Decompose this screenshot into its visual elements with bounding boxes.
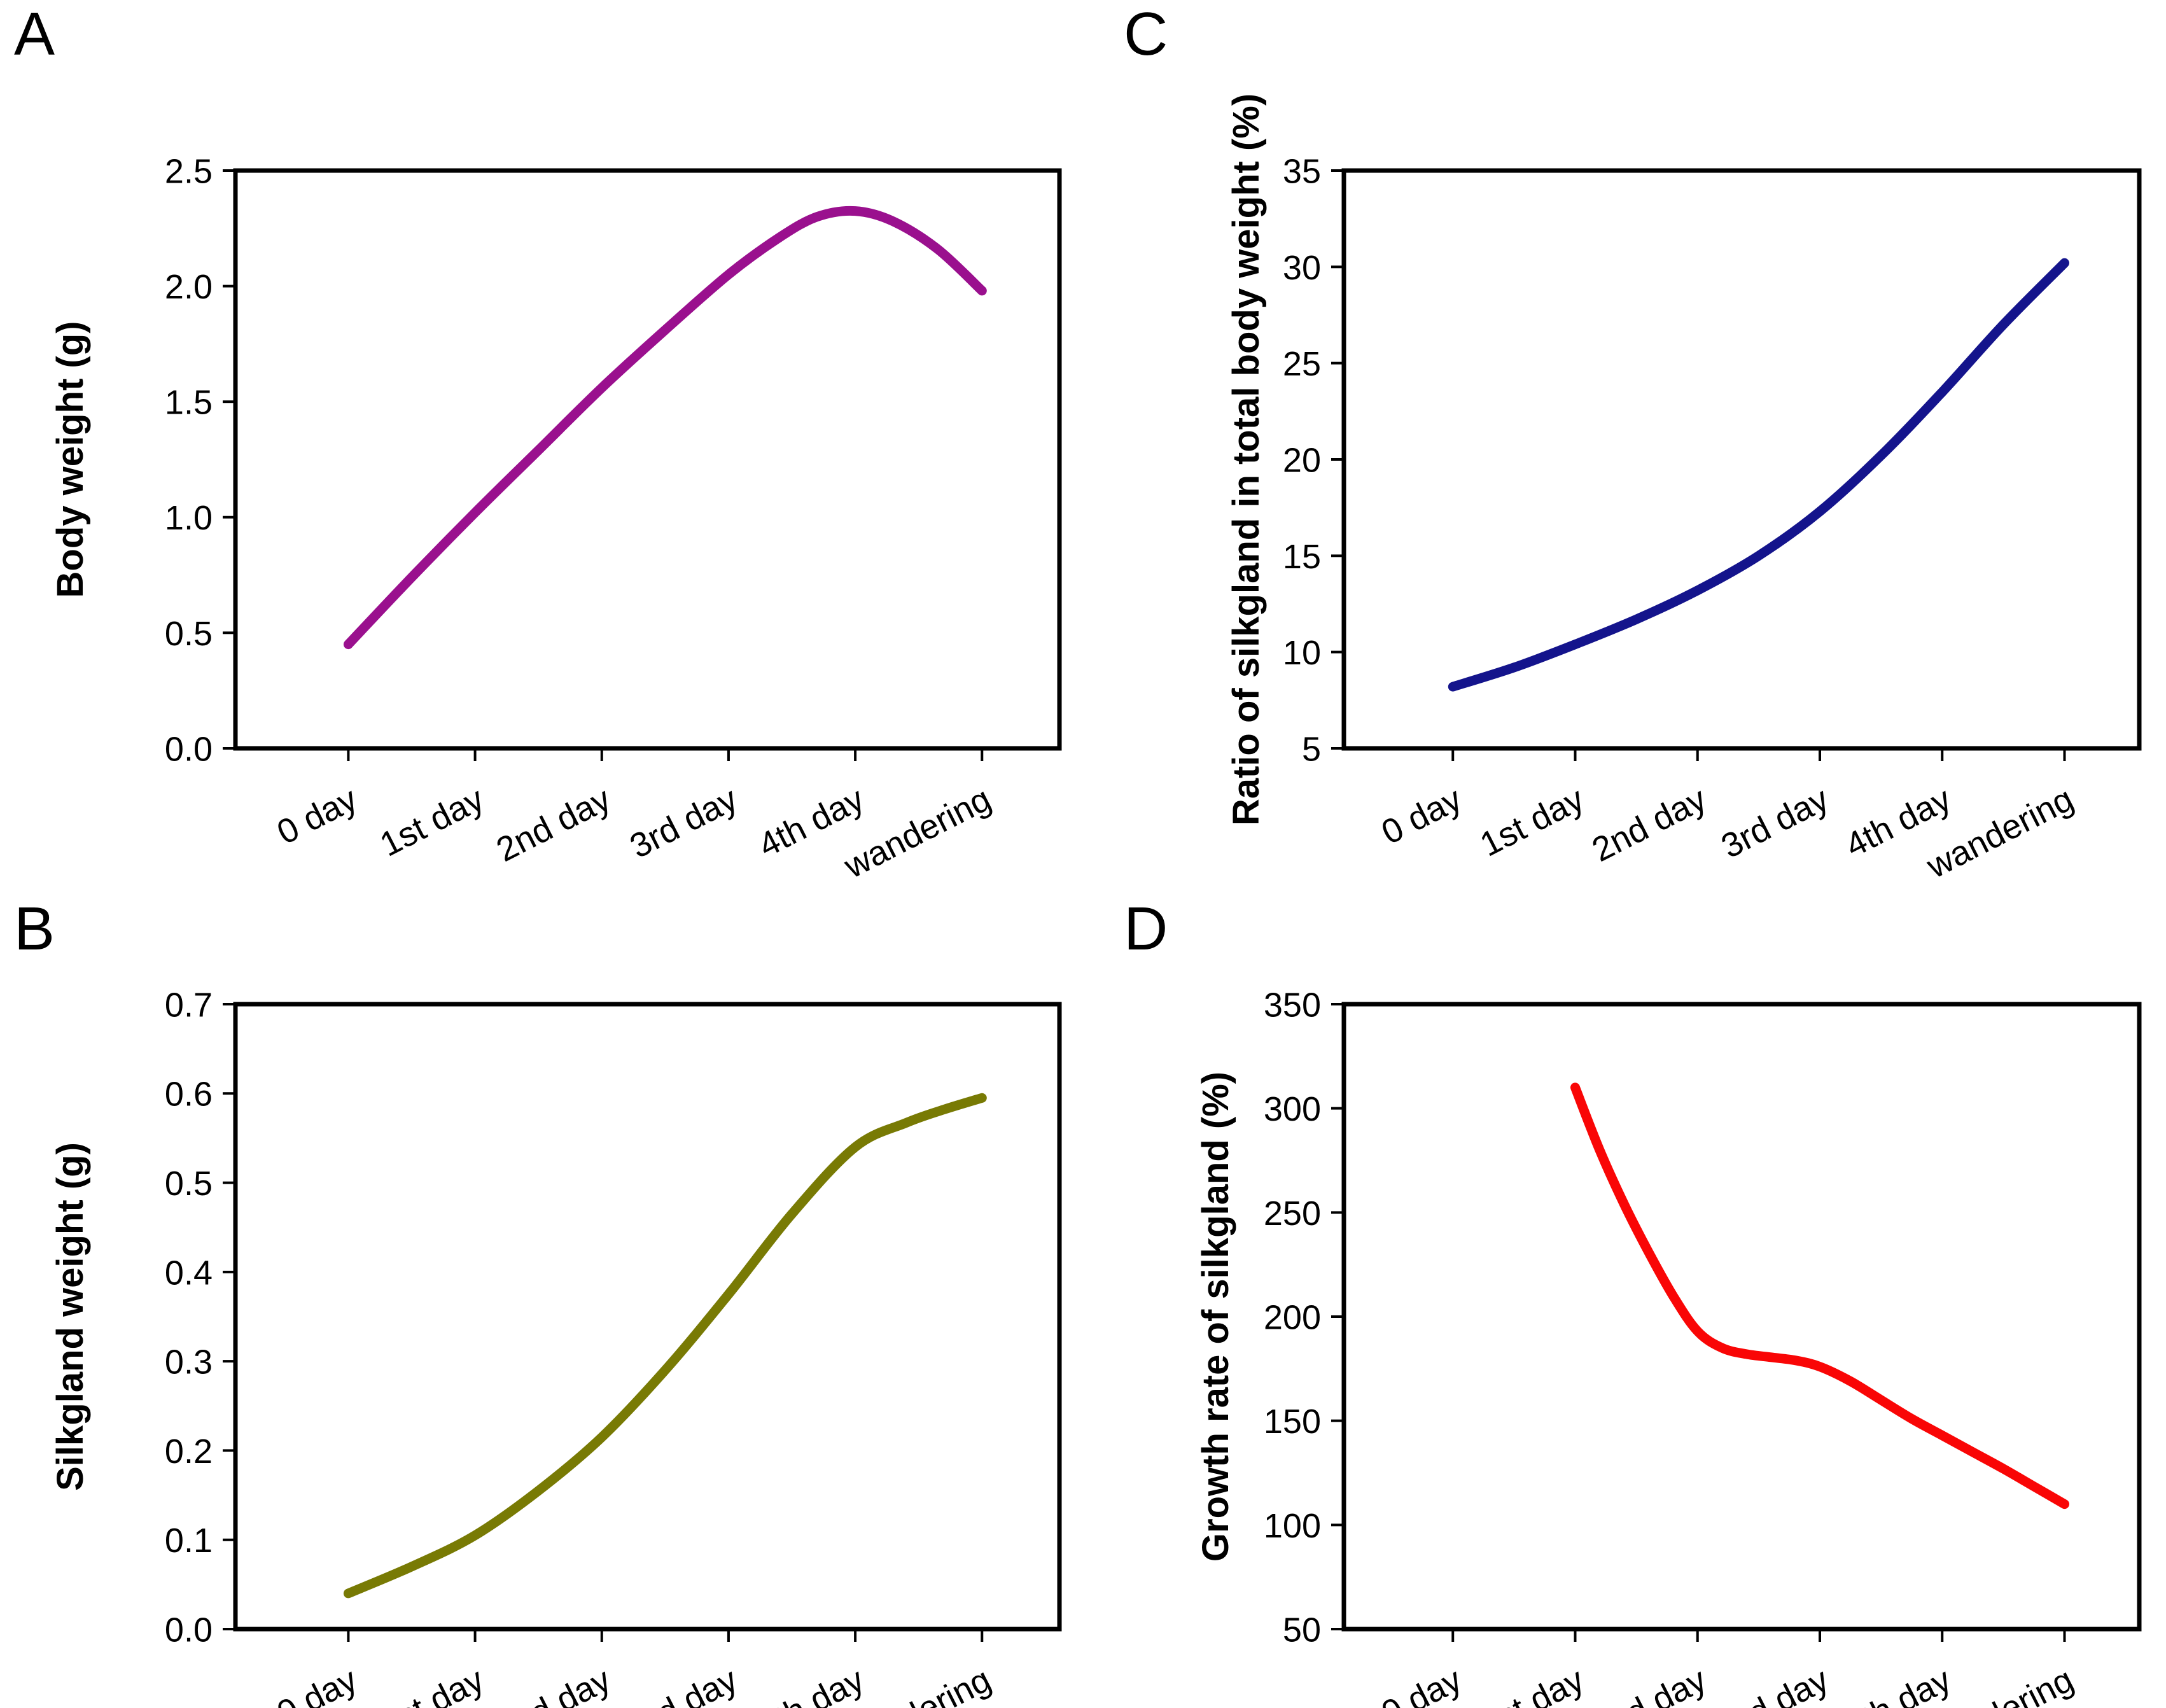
y-tick-label: 15 — [1283, 538, 1321, 576]
y-tick-label: 150 — [1264, 1403, 1321, 1441]
y-tick-label: 100 — [1264, 1507, 1321, 1545]
y-tick-label: 0.1 — [165, 1522, 213, 1560]
y-tick-label: 0.5 — [165, 1165, 213, 1203]
data-curve-c — [1448, 258, 2069, 692]
panel-letter-d: D — [1124, 895, 1168, 963]
x-tick-label: 1st day — [1474, 1660, 1590, 1708]
y-tick-label: 0.7 — [165, 986, 213, 1024]
y-tick-label: 0.0 — [165, 1611, 213, 1649]
y-tick-label: 200 — [1264, 1298, 1321, 1336]
y-tick-label: 25 — [1283, 345, 1321, 383]
y-tick-label: 20 — [1283, 441, 1321, 479]
y-tick-label: 1.5 — [165, 384, 213, 422]
y-tick-label: 1.0 — [165, 499, 213, 537]
data-curve-b — [343, 1093, 987, 1599]
plot-box — [233, 1002, 1062, 1632]
y-tick-label: 250 — [1264, 1194, 1321, 1233]
y-tick-label: 2.5 — [165, 152, 213, 190]
data-curve-d — [1570, 1082, 2069, 1509]
y-axis-title: Growth rate of silkgland (%) — [1195, 1072, 1236, 1562]
y-tick-label: 0.2 — [165, 1432, 213, 1471]
y-tick-label: 2.0 — [165, 268, 213, 306]
y-axis-title: Body weight (g) — [50, 321, 91, 598]
y-tick-label: 300 — [1264, 1090, 1321, 1128]
y-tick-label: 0.0 — [165, 730, 213, 768]
y-tick-label: 0.5 — [165, 615, 213, 653]
x-tick-label: 3rd day — [1715, 1660, 1835, 1708]
x-tick-label: 4th day — [1840, 1660, 1957, 1708]
x-tick-label: 2nd day — [1586, 1660, 1712, 1708]
plot-box — [1341, 1002, 2142, 1632]
panel-letter-a: A — [14, 0, 55, 68]
panel-letter-b: B — [14, 895, 55, 963]
y-axis-title: Silkgland weight (g) — [50, 1142, 91, 1491]
y-tick-label: 0.4 — [165, 1254, 213, 1292]
y-tick-label: 5 — [1302, 730, 1321, 768]
data-curve-a — [343, 206, 987, 650]
plot-box — [233, 168, 1062, 751]
y-tick-label: 50 — [1283, 1611, 1321, 1649]
panel-letter-c: C — [1124, 0, 1168, 68]
y-tick-label: 350 — [1264, 986, 1321, 1024]
y-axis-title: Ratio of silkgland in total body weight … — [1226, 94, 1267, 825]
x-tick-label: 0 day — [1376, 1660, 1468, 1708]
y-tick-label: 0.6 — [165, 1075, 213, 1114]
y-tick-label: 0.3 — [165, 1343, 213, 1382]
y-tick-label: 35 — [1283, 152, 1321, 190]
y-tick-label: 30 — [1283, 249, 1321, 287]
y-tick-label: 10 — [1283, 634, 1321, 672]
